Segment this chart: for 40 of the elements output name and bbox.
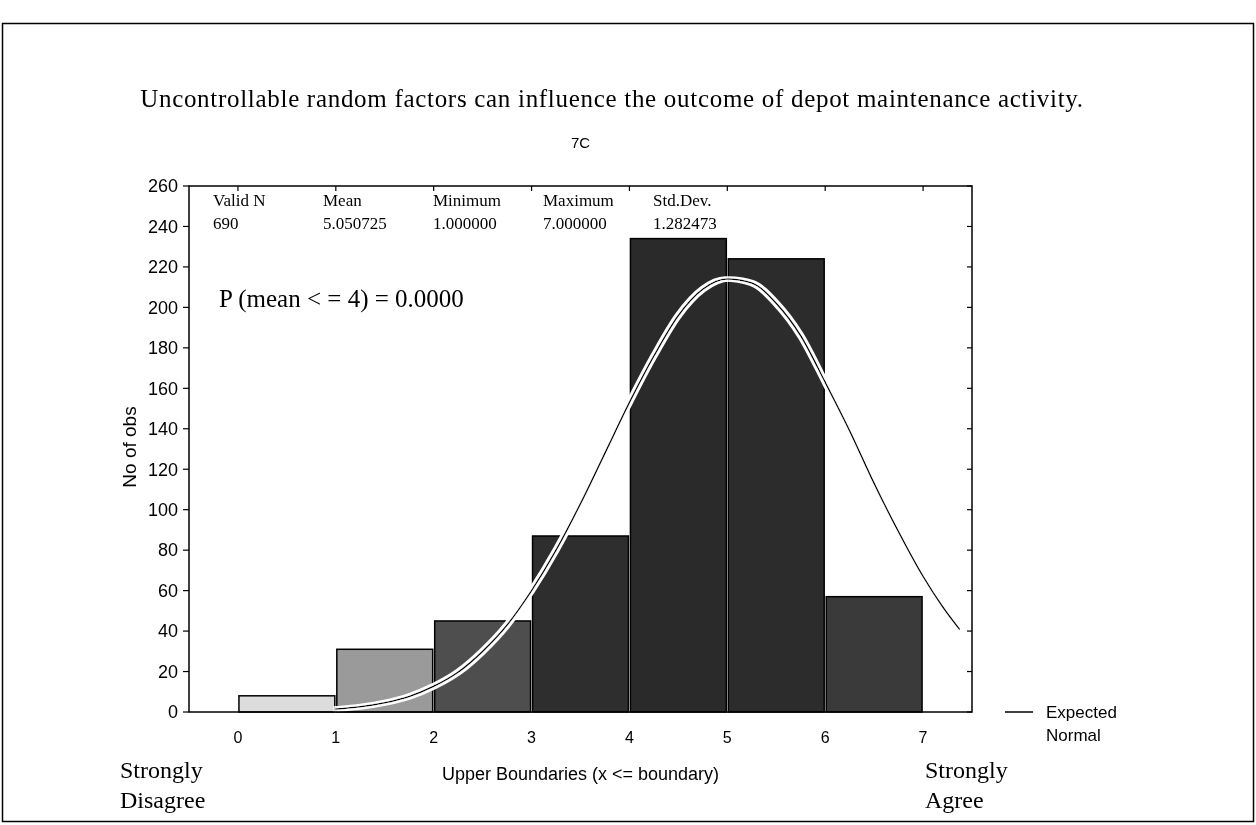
y-axis-title: No of obs [119, 406, 140, 488]
text: Strongly Disagree [120, 757, 206, 813]
y-tick-label: 260 [147, 176, 178, 197]
y-tick-label: 20 [157, 661, 178, 682]
x-tick-label: 3 [527, 729, 537, 746]
y-tick-label: 40 [157, 621, 178, 642]
x-tick-label: 4 [624, 729, 634, 746]
annotation: P (mean < = 4) = 0.0000 [219, 285, 464, 313]
annotation: 7.000000 [543, 214, 607, 233]
x-tick-label: 6 [820, 729, 830, 746]
y-tick-label: 100 [147, 499, 178, 520]
y-tick-label: 200 [147, 297, 178, 318]
annotation: Minimum [433, 191, 502, 210]
x-tick-label: 2 [429, 729, 439, 746]
annotation: Mean [323, 191, 363, 210]
x-tick-label: 1 [331, 729, 341, 746]
x-axis-title: Upper Boundaries (x <= boundary) [441, 764, 720, 784]
annotation: 1.000000 [433, 214, 497, 233]
y-tick-label: 220 [147, 257, 178, 278]
chart-title: Uncontrollable random factors can influence the outcome of depot maintenance activity. [140, 85, 1084, 112]
x-tick-label: 5 [722, 729, 732, 746]
x-tick-label: 7 [918, 729, 928, 746]
y-tick-label: 180 [147, 338, 178, 359]
annotation: 1.282473 [653, 214, 717, 233]
y-tick-label: 80 [157, 540, 178, 561]
y-tick-label: 120 [147, 459, 178, 480]
annotation: Valid N [213, 191, 266, 210]
y-tick-label: 160 [147, 378, 178, 399]
annotation: Maximum [543, 191, 614, 210]
annotation: Std.Dev. [653, 191, 712, 210]
y-tick-label: 240 [147, 216, 178, 237]
x-tick-label: 0 [233, 729, 243, 746]
annotation: 690 [213, 214, 239, 233]
y-tick-label: 0 [167, 702, 178, 723]
legend-label: Expected Normal [1046, 703, 1117, 745]
chart-subtitle: 7C [570, 134, 591, 151]
y-tick-label: 60 [157, 580, 178, 601]
text: Strongly Agree [925, 757, 1008, 813]
y-tick-label: 140 [147, 419, 178, 440]
annotation: 5.050725 [323, 214, 387, 233]
